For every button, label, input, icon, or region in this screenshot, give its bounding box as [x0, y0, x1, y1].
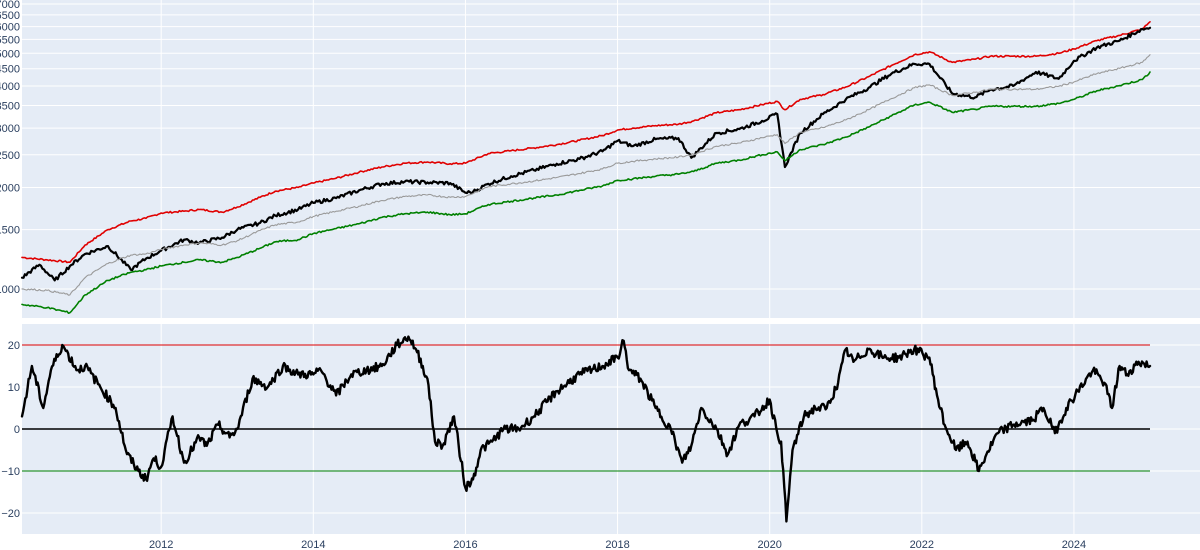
middle-band-line [21, 54, 1151, 296]
x-tick-label: 2024 [1062, 539, 1086, 550]
price-y-tick-label: 3500 [0, 100, 20, 112]
oscillator-y-tick-label: 0 [14, 424, 20, 436]
x-tick-label: 2016 [453, 539, 477, 550]
x-axis-ticks: 2012 2014 2016 2018 2020 2022 2024 [149, 539, 1086, 550]
oscillator-y-tick-label: −10 [1, 466, 20, 478]
x-tick-label: 2018 [605, 539, 629, 550]
upper-band-line [21, 21, 1151, 264]
oscillator-series-group [20, 335, 1152, 523]
lower-band-line [21, 71, 1151, 314]
price-y-tick-label: 5500 [0, 34, 20, 46]
x-tick-label: 2020 [757, 539, 781, 550]
price-y-tick-label: 1500 [0, 225, 20, 237]
price-y-tick-label: 6000 [0, 22, 20, 34]
price-series-group [20, 21, 1152, 314]
price-line [20, 26, 1152, 282]
price-plot-area [22, 0, 1200, 318]
x-tick-label: 2014 [301, 539, 325, 550]
price-y-tick-label: 1000 [0, 284, 20, 296]
oscillator-line [20, 335, 1152, 523]
x-tick-label: 2012 [149, 539, 173, 550]
price-y-tick-label: 2000 [0, 182, 20, 194]
price-y-tick-label: 4000 [0, 81, 20, 93]
price-gridlines [22, 0, 1200, 318]
oscillator-y-tick-label: 10 [8, 382, 20, 394]
oscillator-y-axis-ticks: 20 10 0 −10 −20 [1, 340, 20, 520]
price-y-tick-label: 3000 [0, 123, 20, 135]
x-tick-label: 2022 [910, 539, 934, 550]
price-y-tick-label: 2500 [0, 150, 20, 162]
oscillator-y-tick-label: 20 [8, 340, 20, 352]
oscillator-reference-lines [22, 344, 1150, 472]
price-y-tick-label: 7000 [0, 0, 20, 11]
oscillator-panel: 20 10 0 −10 −20 [1, 324, 1200, 534]
price-y-tick-label: 4500 [0, 64, 20, 76]
oscillator-y-tick-label: −20 [1, 508, 20, 520]
price-y-tick-label: 6500 [0, 10, 20, 22]
